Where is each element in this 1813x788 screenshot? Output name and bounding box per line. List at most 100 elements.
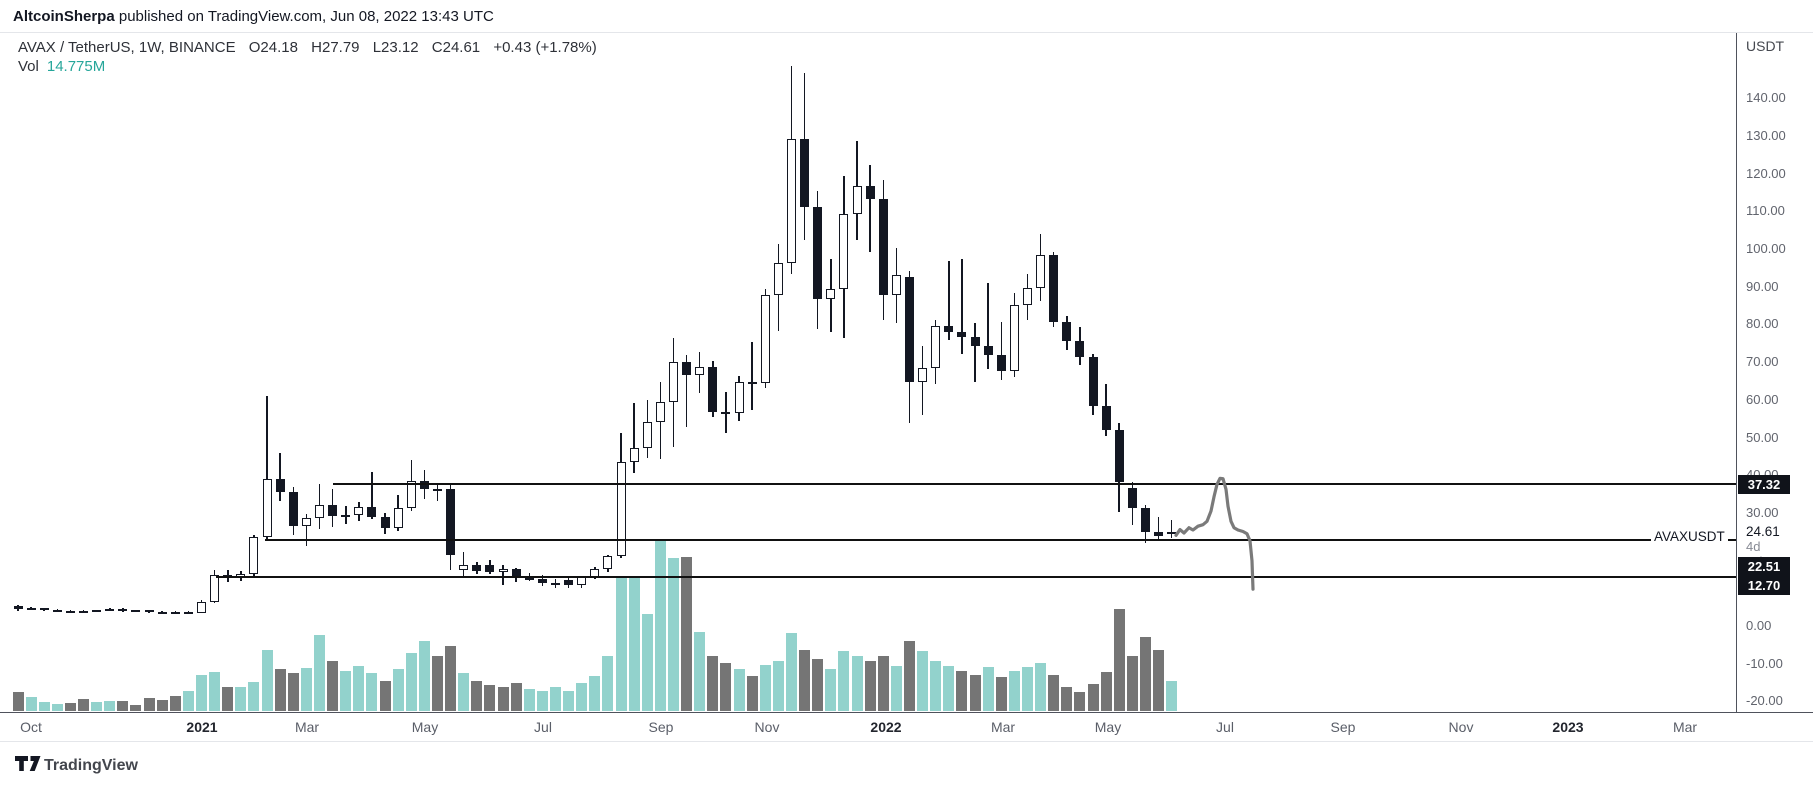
- volume-bar: [930, 661, 942, 711]
- volume-bar: [785, 633, 797, 711]
- candle-wick: [1000, 321, 1002, 380]
- volume-bar: [91, 702, 103, 711]
- volume-bar: [707, 655, 719, 711]
- price-tick: 70.00: [1746, 354, 1779, 370]
- volume-bar: [300, 667, 312, 711]
- price-tick: 60.00: [1746, 391, 1779, 407]
- candle-body: [446, 489, 456, 555]
- candle-body: [367, 507, 377, 518]
- volume-bar: [1021, 666, 1033, 711]
- candle-wick: [305, 513, 308, 546]
- volume-bar: [392, 668, 404, 711]
- volume-bar: [366, 673, 378, 711]
- vol-value: 14.775M: [46, 58, 106, 75]
- volume-bar: [130, 704, 142, 711]
- volume-bar: [1100, 672, 1112, 711]
- last-price-label: 24.61: [1746, 524, 1780, 540]
- candle-body: [328, 505, 338, 517]
- candle-body: [1049, 255, 1059, 322]
- volume-bar: [943, 665, 955, 711]
- candle-body: [682, 361, 692, 376]
- time-axis-border: [0, 712, 1813, 713]
- candle-body: [878, 198, 888, 295]
- symbol-title: AVAX / TetherUS, 1W, BINANCE: [18, 39, 236, 56]
- volume-bar: [261, 650, 273, 711]
- volume-bar: [1035, 663, 1047, 711]
- volume-bar: [340, 670, 352, 711]
- level-line: [333, 483, 1736, 486]
- time-axis-year-label: 2021: [186, 719, 218, 735]
- candle-body: [1154, 531, 1164, 537]
- candle-body: [786, 138, 796, 264]
- candle-body: [773, 263, 783, 296]
- volume-bar: [903, 640, 915, 711]
- volume-bar: [117, 701, 129, 711]
- volume-bar: [64, 703, 76, 711]
- candle-body: [1062, 321, 1072, 341]
- volume-bar: [169, 695, 181, 711]
- candle-body: [52, 610, 62, 613]
- time-axis-month-label: Jul: [534, 719, 552, 735]
- candle-wick: [436, 483, 439, 501]
- volume-bar: [628, 576, 640, 711]
- price-tick: -10.00: [1746, 655, 1783, 671]
- price-tick: 30.00: [1746, 504, 1779, 520]
- candle-body: [472, 565, 482, 572]
- time-axis-month-label: Sep: [1330, 719, 1356, 735]
- volume-bar: [982, 666, 994, 711]
- ohlc-high: H27.79: [311, 39, 360, 56]
- volume-bar: [1113, 609, 1125, 711]
- volume-bar: [641, 613, 653, 711]
- candle-wick: [279, 452, 281, 501]
- price-tick: 130.00: [1746, 127, 1786, 143]
- volume-bar: [654, 538, 666, 711]
- price-tick: 140.00: [1746, 90, 1786, 106]
- volume-bar: [484, 685, 496, 711]
- candle-wick: [266, 396, 268, 539]
- candle-body: [564, 579, 574, 586]
- volume-bar: [497, 687, 509, 711]
- candle-body: [970, 336, 980, 347]
- price-level-badge: 22.51: [1738, 556, 1790, 576]
- volume-bar: [668, 557, 679, 711]
- candle-body: [315, 505, 325, 518]
- candle-wick: [974, 323, 976, 382]
- candle-body: [655, 401, 665, 422]
- price-tick: -20.00: [1746, 693, 1783, 709]
- candle-body: [760, 295, 770, 383]
- candle-body: [183, 612, 193, 615]
- candle-wick: [462, 552, 465, 576]
- candle-body: [708, 367, 718, 412]
- price-tick: 90.00: [1746, 278, 1779, 294]
- volume-bar: [956, 670, 968, 711]
- tradingview-brand-text[interactable]: TradingView: [44, 757, 138, 774]
- candle-body: [695, 367, 705, 376]
- candle-body: [459, 565, 469, 570]
- volume-bar: [1126, 655, 1138, 711]
- candle-body: [1036, 255, 1046, 288]
- volume-bar: [772, 661, 784, 711]
- time-axis-month-label: Nov: [754, 719, 780, 735]
- candle-body: [944, 325, 954, 332]
- volume-bar: [405, 652, 417, 711]
- candle-wick: [987, 283, 989, 369]
- candle-body: [1101, 406, 1111, 431]
- candle-body: [131, 610, 141, 613]
- volume-bar: [602, 655, 614, 711]
- volume-bar: [694, 631, 706, 711]
- volume-bar: [327, 661, 339, 711]
- volume-legend[interactable]: Vol 14.775M: [18, 58, 105, 75]
- tradingview-logo-icon[interactable]: [15, 756, 42, 778]
- volume-bar: [615, 576, 627, 711]
- volume-bar: [1153, 650, 1165, 711]
- candle-body: [996, 355, 1006, 371]
- candle-body: [262, 479, 272, 538]
- candle-body: [629, 448, 639, 463]
- level-line: [265, 539, 1736, 542]
- volume-bar: [78, 699, 90, 711]
- candle-body: [105, 609, 115, 612]
- chart-legend[interactable]: AVAX / TetherUS, 1W, BINANCE O24.18 H27.…: [18, 39, 597, 56]
- candle-wick: [371, 471, 373, 519]
- volume-bar: [156, 700, 168, 711]
- candle-wick: [502, 565, 504, 586]
